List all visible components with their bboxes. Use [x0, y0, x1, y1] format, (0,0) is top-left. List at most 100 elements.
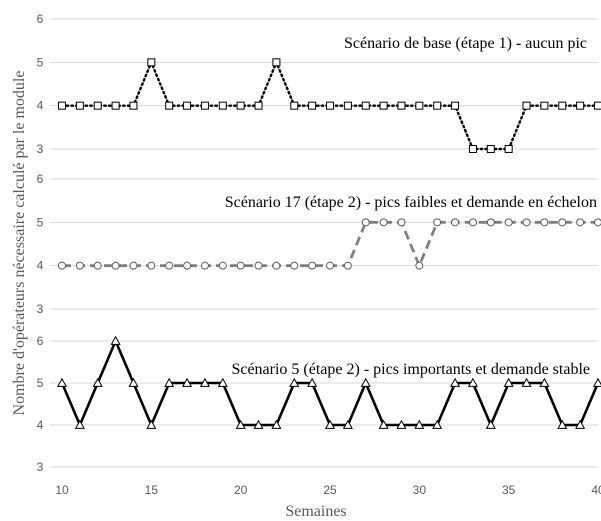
data-point: [128, 377, 139, 387]
data-point: [75, 101, 84, 110]
y-tick-label: 6: [37, 172, 44, 186]
data-point: [217, 377, 228, 387]
panel-titles: Scénario de base (étape 1) - aucun pic Sc…: [225, 35, 597, 378]
data-point: [415, 101, 424, 110]
data-point: [129, 261, 138, 270]
x-tick-label: 35: [502, 483, 516, 497]
data-point: [93, 261, 102, 270]
grid-lines: [50, 18, 598, 468]
data-point: [432, 419, 443, 429]
data-point: [129, 101, 138, 110]
x-tick-label: 25: [323, 483, 337, 497]
y-tick-label: 4: [37, 259, 44, 273]
data-point: [307, 377, 318, 387]
data-point: [540, 101, 549, 110]
data-point: [558, 218, 567, 227]
data-point: [290, 101, 299, 110]
data-point: [451, 101, 460, 110]
data-point: [467, 377, 478, 387]
data-point: [110, 335, 121, 345]
x-tick-labels: 10 15 20 25 30 35 40: [55, 483, 601, 497]
y-tick-label: 3: [37, 460, 44, 474]
x-tick-label: 20: [234, 483, 248, 497]
y-tick-labels: 3 4 5 6 3 4 5 6 3 4 5 6: [37, 12, 44, 474]
data-point: [253, 419, 264, 429]
y-tick-label: 6: [37, 334, 44, 348]
data-point: [379, 218, 388, 227]
data-point: [360, 377, 371, 387]
data-point: [539, 377, 550, 387]
data-point: [576, 101, 585, 110]
data-point: [218, 261, 227, 270]
data-point: [592, 377, 601, 387]
data-point: [361, 101, 370, 110]
data-point: [111, 101, 120, 110]
data-point: [451, 218, 460, 227]
data-point: [308, 101, 317, 110]
data-point: [468, 145, 477, 153]
y-tick-label: 4: [37, 418, 44, 432]
data-point: [93, 101, 102, 110]
data-point: [361, 218, 370, 227]
data-point: [379, 101, 388, 110]
data-point: [146, 419, 157, 429]
data-point: [504, 145, 513, 153]
data-point: [199, 377, 210, 387]
panel-title: Scénario de base (étape 1) - aucun pic: [344, 35, 587, 52]
data-point: [290, 261, 299, 270]
y-axis-label: Nombre d'opérateurs nécessaire calculé p…: [11, 71, 28, 416]
data-point: [254, 101, 263, 110]
x-tick-label: 30: [413, 483, 427, 497]
data-point: [326, 101, 334, 110]
data-point: [165, 261, 174, 270]
x-tick-label: 10: [55, 483, 69, 497]
data-point: [58, 101, 66, 110]
data-point: [557, 419, 568, 429]
data-point: [521, 377, 532, 387]
data-point: [183, 261, 192, 270]
series-line: [62, 220, 598, 268]
data-point: [433, 218, 442, 227]
data-point: [415, 261, 424, 270]
data-point: [236, 261, 245, 270]
data-point: [540, 218, 549, 227]
y-tick-label: 3: [37, 302, 44, 316]
y-tick-label: 5: [37, 215, 44, 229]
data-point: [485, 419, 496, 429]
data-point: [468, 218, 477, 227]
data-point: [111, 261, 120, 270]
data-point: [271, 419, 282, 429]
data-point: [504, 218, 513, 227]
data-point: [218, 101, 227, 110]
data-point: [272, 261, 281, 270]
data-point: [236, 101, 245, 110]
data-point: [200, 101, 209, 110]
data-point: [147, 261, 156, 270]
data-point: [74, 419, 85, 429]
data-point: [576, 218, 585, 227]
data-point: [558, 101, 567, 110]
data-point: [397, 101, 406, 110]
data-point: [183, 101, 192, 110]
data-point: [522, 101, 531, 110]
data-point: [343, 261, 352, 270]
panel-title: Scénario 17 (étape 2) - pics faibles et …: [225, 194, 597, 211]
data-point: [289, 377, 300, 387]
y-tick-label: 4: [37, 99, 44, 113]
y-tick-label: 6: [37, 12, 44, 26]
data-point: [343, 101, 352, 110]
data-point: [522, 218, 531, 227]
data-point: [147, 58, 156, 67]
data-point: [396, 419, 407, 429]
y-tick-label: 3: [37, 142, 44, 156]
data-point: [254, 261, 263, 270]
data-point: [594, 218, 601, 227]
data-point: [324, 419, 336, 429]
data-point: [433, 101, 442, 110]
data-point: [575, 419, 586, 429]
x-tick-label: 15: [145, 483, 159, 497]
x-axis-label: Semaines: [285, 503, 346, 520]
data-point: [342, 419, 353, 429]
data-point: [182, 377, 193, 387]
data-point: [326, 261, 334, 270]
